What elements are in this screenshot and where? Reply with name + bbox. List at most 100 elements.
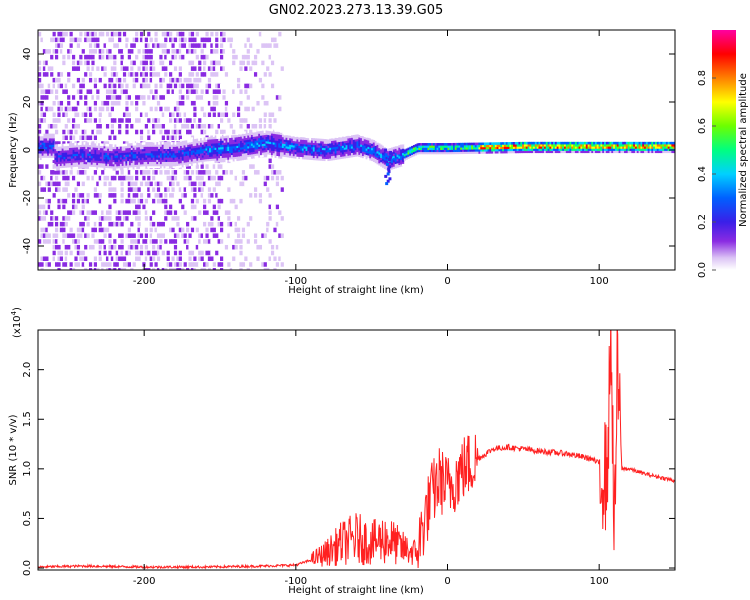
spectrogram-cell (482, 146, 485, 150)
spectrogram-cell (227, 233, 231, 238)
spectrogram-cell (84, 100, 88, 106)
spectrogram-cell (91, 95, 95, 100)
spectrogram-cell (103, 181, 107, 187)
spectrogram-cell (321, 145, 325, 148)
spectrogram-cell (199, 159, 203, 163)
spectrogram-cell (349, 154, 352, 158)
spectrogram-cell (110, 66, 114, 71)
spectrogram-cell (141, 157, 144, 160)
spectrogram-cell (314, 142, 317, 146)
spectrogram-cell (113, 193, 117, 198)
spectrogram-cell (137, 181, 141, 187)
spectrogram-cell (98, 158, 101, 161)
spectrogram-cell (103, 227, 107, 233)
spectrogram-cell (391, 158, 394, 161)
spectrogram-cell (267, 145, 270, 149)
spectrogram-cell (210, 204, 214, 210)
spectrogram-cell (114, 150, 117, 154)
spectrogram-cell (263, 147, 266, 151)
spectrogram-cell (144, 66, 148, 71)
spectrogram-cell (174, 157, 177, 160)
spectrogram-cell (84, 31, 88, 37)
spectrogram-cell (225, 142, 228, 145)
spectrogram-cell (258, 146, 261, 149)
spectrogram-cell (118, 221, 122, 227)
spectrogram-cell (178, 31, 182, 37)
spectrogram-cell (347, 140, 350, 143)
spectrogram-cell (265, 151, 268, 155)
spectrogram-cell (38, 150, 41, 154)
spectrogram-cell (165, 150, 168, 154)
spectrogram-cell (139, 100, 144, 106)
spectrogram-cell (61, 156, 64, 160)
spectrogram-cell (229, 198, 233, 204)
spectrogram-cell (158, 159, 161, 162)
spectrogram-cell (183, 37, 187, 43)
spectrogram-cell (347, 135, 350, 139)
spectrogram-cell (290, 155, 294, 159)
spectrogram-cell (294, 151, 297, 155)
spectrogram-cell (272, 154, 275, 158)
spectrogram-cell (531, 141, 534, 145)
spectrogram-cell (159, 31, 163, 37)
spectrogram-cell (205, 158, 208, 162)
spectrogram-cell (587, 150, 590, 154)
spectrogram-cell (67, 143, 70, 146)
spectrogram-cell (327, 154, 330, 157)
spectrogram-cell (108, 159, 112, 162)
spectrogram-cell (64, 135, 68, 141)
spectrogram-cell (112, 148, 115, 152)
spectrogram-cell (84, 256, 88, 261)
spectrogram-cell (307, 137, 310, 141)
spectrogram-cell (201, 144, 204, 147)
spectrogram-cell (280, 141, 283, 144)
spectrogram-cell (227, 159, 230, 162)
spectrogram-cell (529, 150, 532, 154)
spectrogram-cell (62, 187, 66, 192)
spectrogram-cell (93, 268, 98, 270)
spectrogram-cell (98, 164, 101, 168)
spectrogram-cell (267, 141, 270, 144)
spectrogram-cell (349, 139, 352, 143)
spectrogram-cell (249, 145, 252, 149)
spectrogram-cell (167, 157, 170, 160)
spectrogram-cell (179, 156, 183, 159)
spectrogram-cell (190, 161, 194, 164)
spectrogram-cell (38, 164, 42, 169)
spectrogram-cell (258, 142, 261, 145)
spectrogram-cell (84, 244, 88, 250)
spectrogram-cell (268, 124, 272, 129)
spectrogram-cell (135, 77, 139, 83)
spectrogram-cell (85, 161, 88, 165)
spectrogram-cell (554, 141, 558, 145)
spectrogram-cell (560, 141, 563, 145)
spectrogram-cell (210, 66, 214, 71)
spectrogram-cell (589, 144, 592, 147)
spectrogram-cell (261, 152, 265, 155)
spectrogram-cell (88, 31, 93, 37)
spectrogram-cell (187, 157, 190, 160)
spectrogram-cell (605, 144, 609, 147)
spectrogram-cell (283, 145, 286, 149)
spectrogram-cell (79, 193, 83, 198)
spectrogram-cell (296, 139, 299, 142)
spectrogram-cell (64, 83, 68, 89)
spectrogram-cell (58, 161, 61, 164)
spectrogram-cell (296, 141, 299, 144)
spectrogram-cell (125, 175, 129, 181)
spectrogram-cell (236, 175, 241, 181)
spectrogram-cell (138, 144, 141, 148)
spectrogram-cell (101, 150, 104, 153)
spectrogram-cell (222, 170, 226, 175)
spectrogram-cell (181, 151, 184, 155)
spectrogram-cell (139, 144, 143, 148)
spectrogram-cell (152, 210, 156, 215)
spectrogram-cell (243, 148, 246, 152)
spectrogram-cell (261, 83, 265, 89)
spectrogram-cell (108, 187, 112, 192)
spectrogram-cell (273, 37, 277, 43)
spectrogram-cell (103, 165, 106, 168)
spectrogram-cell (113, 187, 117, 192)
spectrogram-cell (514, 150, 518, 154)
spectrogram-cell (252, 142, 255, 146)
